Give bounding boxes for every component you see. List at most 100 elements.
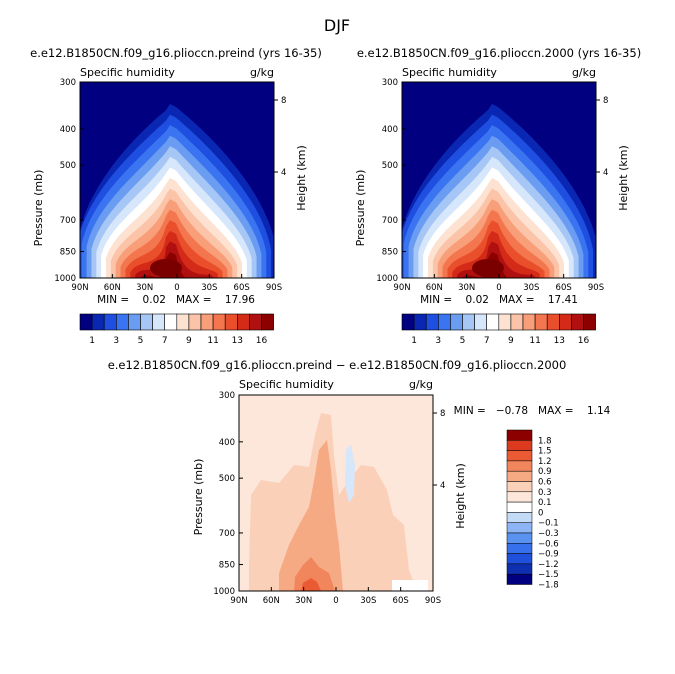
page-title: DJF xyxy=(324,16,350,35)
colorbar-swatch xyxy=(140,313,153,331)
colorbar-label: −0.6 xyxy=(538,539,559,549)
units-label: g/kg xyxy=(409,378,433,391)
colorbar-label: 0.6 xyxy=(538,478,552,488)
contour-field xyxy=(80,82,274,278)
colorbar-label: −0.1 xyxy=(538,519,559,529)
min-max-readout: MIN = −0.78 MAX = 1.14 xyxy=(454,405,611,417)
colorbar-swatch xyxy=(176,313,190,331)
colorbar-swatch xyxy=(506,440,533,451)
x-tick-label: 60N xyxy=(104,283,121,293)
x-tick-label: 90N xyxy=(393,283,410,293)
colorbar-swatch xyxy=(571,313,584,331)
x-tick-label: 0 xyxy=(333,596,338,606)
height-tick-label: 8 xyxy=(440,409,445,419)
colorbar-swatch xyxy=(534,313,548,331)
y-axis: 300 400 500 700 850 1000 xyxy=(213,391,243,597)
colorbar-swatch xyxy=(188,313,202,331)
y-tick-label: 500 xyxy=(219,474,235,484)
y-axis-title: Pressure (mb) xyxy=(192,459,205,536)
y-tick-label: 700 xyxy=(382,216,398,226)
colorbar-swatch xyxy=(506,481,533,493)
colorbar-swatch xyxy=(506,429,533,441)
x-tick-label: 60S xyxy=(234,283,250,293)
colorbar-swatch xyxy=(506,491,533,503)
colorbar-swatch xyxy=(224,313,238,331)
x-tick-label: 30S xyxy=(201,283,217,293)
colorbar-label: 5 xyxy=(138,336,144,346)
panel-title: e.e12.B1850CN.f09_g16.plioccn.preind (yr… xyxy=(30,46,322,60)
x-tick-label: 0 xyxy=(496,283,501,293)
x-axis: 90N 60N 30N 0 30S 60S 90S xyxy=(393,274,604,293)
y-tick-label: 400 xyxy=(60,125,76,135)
colorbar-swatch xyxy=(506,460,533,472)
colorbar-label: 9 xyxy=(508,336,514,346)
units-label: g/kg xyxy=(250,66,274,79)
colorbar-label: 7 xyxy=(162,336,168,346)
colorbar-label: 16 xyxy=(256,336,268,346)
colorbar-swatch xyxy=(212,313,226,331)
colorbar-swatch xyxy=(522,313,536,331)
colorbar-swatch xyxy=(425,313,439,331)
colorbar-label: 0 xyxy=(538,508,543,518)
height-tick-label: 4 xyxy=(281,168,286,178)
colorbar-swatch xyxy=(506,543,533,554)
colorbar-swatch xyxy=(506,553,533,565)
colorbar-swatch xyxy=(79,313,93,331)
colorbar-swatch xyxy=(152,313,166,331)
x-tick-label: 60S xyxy=(556,283,572,293)
y-axis-title-right: Height (km) xyxy=(295,145,308,211)
x-axis: 90N 60N 30N 0 30S 60S 90S xyxy=(71,274,282,293)
y-axis-title: Pressure (mb) xyxy=(354,170,367,247)
colorbar-swatch xyxy=(474,313,488,331)
panel-title: e.e12.B1850CN.f09_g16.plioccn.preind − e… xyxy=(108,358,567,372)
contour-field xyxy=(239,395,433,591)
y-axis-title: Pressure (mb) xyxy=(32,170,45,247)
y-tick-label: 500 xyxy=(382,161,398,171)
y-tick-label: 1000 xyxy=(213,587,235,597)
contour-zero-patch xyxy=(392,580,428,591)
contour-positive-12 xyxy=(301,578,321,591)
colorbar-label: 9 xyxy=(186,336,192,346)
colorbar-swatch xyxy=(103,313,117,331)
x-tick-label: 30N xyxy=(295,596,312,606)
colorbar: 1 3 5 7 9 11 13 16 xyxy=(401,313,596,346)
y-tick-label: 850 xyxy=(60,248,76,258)
colorbar-swatch xyxy=(116,313,129,331)
colorbar: 1.81.51.20.90.60.30.10−0.1−0.3−0.6−0.9−1… xyxy=(506,429,559,591)
colorbar-swatch xyxy=(486,313,500,331)
y-tick-label: 400 xyxy=(382,125,398,135)
y-axis: 300 400 500 700 850 1000 xyxy=(376,78,406,284)
colorbar-label: 13 xyxy=(232,336,243,346)
colorbar-label: 0.1 xyxy=(538,498,552,508)
height-tick-label: 8 xyxy=(281,96,286,106)
colorbar-label: −1.5 xyxy=(538,570,559,580)
panel-preind: e.e12.B1850CN.f09_g16.plioccn.preind (yr… xyxy=(30,46,322,346)
colorbar-label: −0.9 xyxy=(538,550,559,560)
height-axis: 84 xyxy=(596,96,608,178)
x-tick-label: 90S xyxy=(266,283,282,293)
colorbar-swatch xyxy=(506,573,533,585)
x-tick-label: 60N xyxy=(263,596,280,606)
colorbar-swatch xyxy=(91,313,105,331)
colorbar-swatch xyxy=(200,313,214,331)
colorbar-swatch xyxy=(401,313,415,331)
colorbar-label: −0.3 xyxy=(538,529,559,539)
y-tick-label: 300 xyxy=(219,391,235,401)
x-tick-label: 30S xyxy=(360,596,376,606)
height-axis: 84 xyxy=(274,96,286,178)
variable-label: Specific humidity xyxy=(80,66,175,79)
x-tick-label: 30N xyxy=(458,283,475,293)
colorbar-swatch xyxy=(506,512,533,523)
height-axis: 84 xyxy=(433,409,445,491)
colorbar-label: 1 xyxy=(411,336,417,346)
colorbar-swatch xyxy=(462,313,475,331)
x-tick-label: 90S xyxy=(588,283,604,293)
colorbar-label: 3 xyxy=(113,336,119,346)
colorbar-swatch xyxy=(506,470,533,482)
colorbar-label: 1.8 xyxy=(538,436,552,446)
x-tick-label: 90S xyxy=(425,596,441,606)
colorbar-label: 0.9 xyxy=(538,467,552,477)
colorbar-swatch xyxy=(450,313,463,331)
height-tick-label: 4 xyxy=(440,481,445,491)
